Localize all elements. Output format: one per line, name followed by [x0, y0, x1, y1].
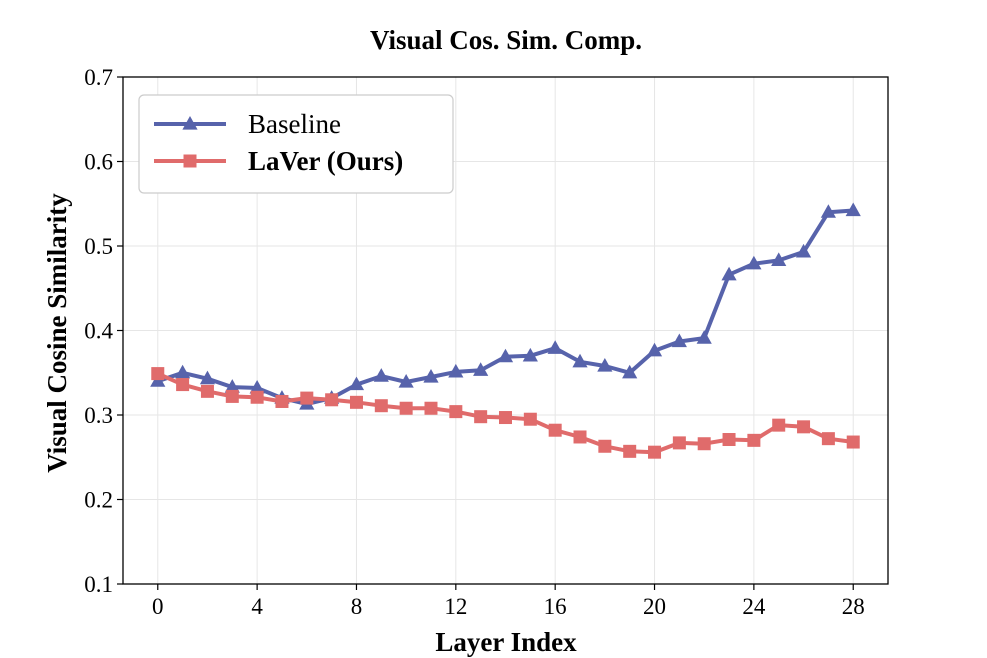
legend-box	[138, 94, 454, 194]
legend-marker-laver	[183, 154, 197, 168]
x-tick-label: 0	[152, 594, 164, 619]
legend-label-laver: LaVer (Ours)	[248, 146, 403, 176]
data-point-laver	[747, 433, 761, 447]
data-point-laver	[573, 430, 587, 444]
data-point-baseline	[373, 368, 389, 382]
y-tick-label: 0.2	[84, 488, 113, 513]
data-point-laver	[772, 418, 786, 432]
y-axis-label: Visual Cosine Similarity	[42, 193, 72, 473]
data-point-baseline	[597, 357, 613, 372]
series-line-baseline	[157, 208, 854, 406]
data-point-laver	[499, 411, 512, 425]
y-tick-label: 0.4	[84, 319, 113, 344]
data-point-baseline	[696, 330, 712, 344]
plot-frame	[122, 76, 889, 585]
series-laver	[151, 367, 860, 459]
data-point-baseline	[795, 243, 812, 258]
legend: Baseline LaVer (Ours)	[138, 94, 454, 194]
x-tick-label: 16	[544, 594, 567, 619]
data-point-laver	[797, 420, 811, 434]
data-point-baseline	[622, 364, 638, 379]
data-point-laver	[449, 405, 463, 419]
data-point-baseline	[522, 347, 538, 362]
data-point-baseline	[224, 379, 240, 393]
data-point-baseline	[646, 342, 663, 357]
data-point-laver	[821, 432, 835, 446]
data-point-baseline	[771, 252, 787, 266]
data-point-baseline	[820, 204, 836, 218]
x-tick-label: 20	[643, 594, 666, 619]
data-point-laver	[225, 389, 239, 403]
data-point-baseline	[398, 374, 414, 388]
data-point-laver	[151, 367, 165, 381]
plot-series	[150, 202, 861, 459]
legend-marker-baseline	[182, 116, 198, 130]
data-point-baseline	[199, 370, 216, 385]
y-tick-label: 0.7	[84, 65, 113, 90]
x-tick-label: 8	[351, 594, 363, 619]
data-point-baseline	[448, 363, 464, 378]
data-point-laver	[722, 433, 736, 447]
data-point-baseline	[348, 376, 365, 391]
grid-lines	[123, 76, 888, 585]
data-point-laver	[349, 395, 363, 409]
y-tick-label: 0.1	[84, 572, 113, 597]
y-tick-label: 0.3	[84, 403, 113, 428]
data-point-laver	[548, 423, 562, 437]
data-point-laver	[697, 437, 711, 451]
data-point-laver	[399, 401, 413, 415]
data-point-laver	[598, 439, 612, 453]
y-tick-label: 0.6	[84, 150, 113, 175]
data-point-baseline	[572, 353, 588, 368]
data-point-baseline	[746, 255, 762, 270]
x-tick-label: 28	[842, 594, 865, 619]
data-point-laver	[250, 390, 264, 404]
data-point-laver	[325, 393, 339, 407]
data-point-laver	[523, 412, 537, 426]
data-point-laver	[846, 435, 860, 449]
chart-title: Visual Cos. Sim. Comp.	[370, 25, 642, 55]
data-point-laver	[300, 391, 314, 405]
data-point-laver	[200, 384, 214, 398]
data-point-laver	[275, 394, 289, 408]
data-point-laver	[374, 399, 388, 413]
x-tick-label: 24	[742, 594, 766, 619]
data-point-baseline	[175, 364, 191, 379]
y-tick-label: 0.5	[84, 234, 113, 259]
data-point-baseline	[721, 266, 737, 281]
data-point-laver	[672, 436, 686, 450]
x-axis-label: Layer Index	[435, 627, 577, 657]
axis-ticks: 0 4 8 12 16 20 24 28 0.1 0.2 0.3 0.4 0.5 0.6 0.7	[84, 65, 864, 619]
data-point-baseline	[671, 333, 687, 348]
legend-label-baseline: Baseline	[248, 109, 341, 139]
data-point-baseline	[473, 362, 489, 376]
x-tick-label: 4	[251, 594, 263, 619]
data-point-baseline	[497, 348, 514, 363]
data-point-baseline	[249, 379, 265, 394]
data-point-baseline	[547, 340, 563, 354]
data-point-laver	[623, 444, 637, 458]
data-point-laver	[474, 410, 488, 424]
data-point-baseline	[423, 368, 439, 383]
data-point-laver	[176, 378, 190, 392]
data-point-baseline	[845, 202, 861, 217]
data-point-laver	[424, 401, 438, 415]
data-point-laver	[648, 445, 662, 459]
x-tick-label: 12	[444, 594, 467, 619]
